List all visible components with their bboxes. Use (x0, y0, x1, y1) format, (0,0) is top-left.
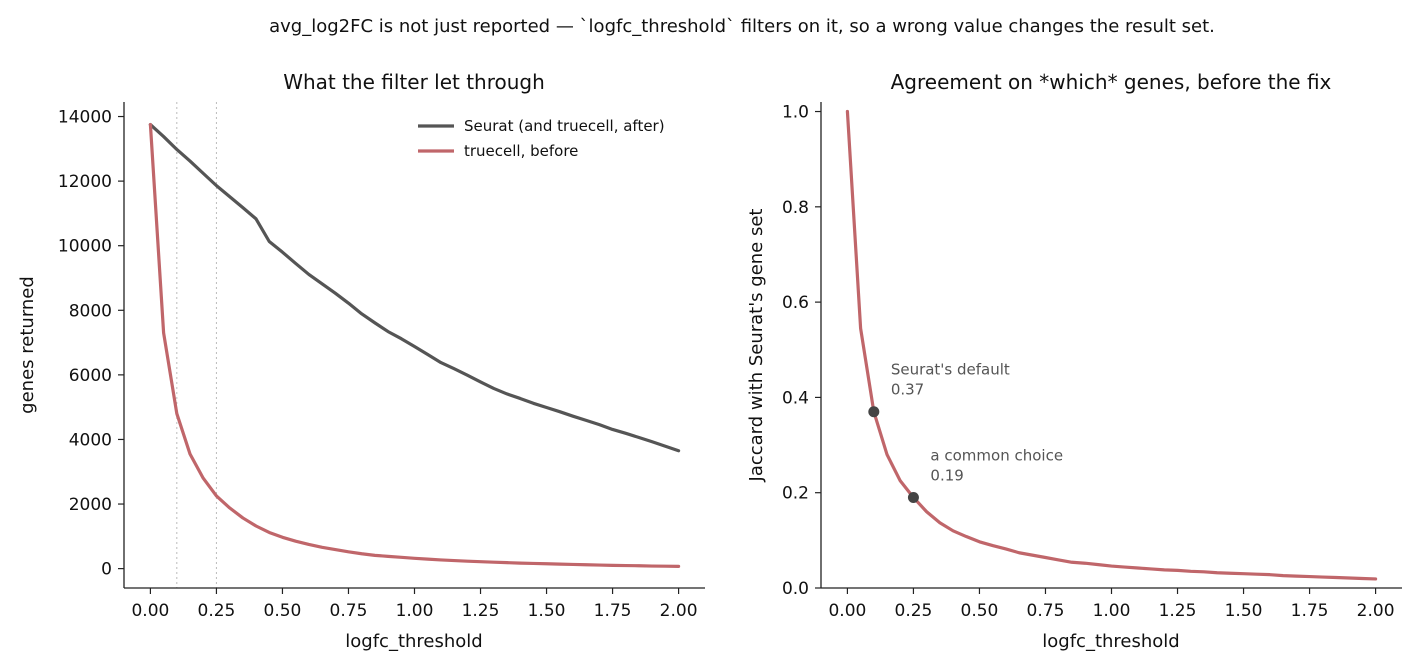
left-x-tick-label: 0.50 (264, 601, 302, 621)
left-y-tick-label: 0 (101, 560, 112, 580)
left-x-tick-label: 1.75 (594, 601, 632, 621)
right-annotated-point (868, 406, 880, 418)
right-y-axis-label: Jaccard with Seurat's gene set (746, 209, 767, 483)
left-y-axis-label: genes returned (17, 276, 38, 414)
right-annotated-point (907, 491, 919, 503)
right-y-tick-label: 0.8 (782, 198, 809, 218)
right-y-tick-label: 0.4 (782, 388, 809, 408)
left-reference-lines (176, 102, 217, 588)
right-y-tick-label: 0.2 (782, 484, 809, 504)
figure-suptitle: avg_log2FC is not just reported — `logfc… (269, 16, 1215, 37)
right-y-tick-label: 0.0 (782, 579, 809, 599)
right-x-tick-label: 0.50 (961, 601, 999, 621)
right-x-tick-label: 1.25 (1159, 601, 1197, 621)
right-x-tick-label: 0.75 (1027, 601, 1065, 621)
left-y-tick-label: 2000 (69, 495, 112, 515)
right-series-lines (845, 109, 1378, 581)
legend-label-2: truecell, before (464, 142, 578, 160)
left-chart-panel: What the filter let through 0.00 0.25 0.50… (17, 70, 705, 652)
left-x-tick-label: 1.25 (462, 601, 500, 621)
left-series-lines (148, 123, 681, 568)
right-x-tick-label: 1.00 (1093, 601, 1131, 621)
left-y-tick-label: 14000 (58, 108, 112, 128)
right-y-tick-label: 0.6 (782, 293, 809, 313)
left-x-axis-label: logfc_threshold (345, 631, 482, 652)
legend-label-1: Seurat (and truecell, after) (464, 117, 665, 135)
left-x-tick-label: 2.00 (660, 601, 698, 621)
point-annotation-value: 0.19 (930, 466, 963, 484)
left-y-ticks: 0 2000 4000 6000 8000 10000 12000 14000 (58, 108, 124, 580)
left-x-ticks: 0.00 0.25 0.50 0.75 1.00 1.25 1.50 1.75 2.00 (131, 588, 698, 621)
right-x-tick-label: 2.00 (1357, 601, 1395, 621)
point-annotation-label: Seurat's default (891, 361, 1010, 379)
left-series-line-2 (148, 123, 681, 568)
left-x-tick-label: 1.50 (528, 601, 566, 621)
right-x-axis-label: logfc_threshold (1042, 631, 1179, 652)
left-x-tick-label: 0.00 (131, 601, 169, 621)
right-chart-panel: Agreement on *which* genes, before the f… (746, 70, 1402, 652)
right-x-ticks: 0.00 0.25 0.50 0.75 1.00 1.25 1.50 1.75 2.00 (828, 588, 1395, 621)
right-y-tick-label: 1.0 (782, 103, 809, 123)
right-x-tick-label: 0.00 (828, 601, 866, 621)
left-legend: Seurat (and truecell, after) truecell, be… (418, 117, 665, 160)
left-y-tick-label: 6000 (69, 366, 112, 386)
right-x-tick-label: 1.50 (1225, 601, 1263, 621)
right-annotated-points: Seurat's default 0.37 a common choice 0.19 (868, 361, 1063, 503)
right-chart-title: Agreement on *which* genes, before the f… (891, 70, 1332, 94)
left-series-line-1 (148, 123, 681, 453)
right-x-tick-label: 0.25 (895, 601, 933, 621)
right-axes (820, 102, 1402, 589)
right-y-ticks: 0.0 0.2 0.4 0.6 0.8 1.0 (782, 103, 821, 599)
left-chart-title: What the filter let through (283, 70, 545, 94)
point-annotation-value: 0.37 (891, 381, 924, 399)
left-y-tick-label: 4000 (69, 430, 112, 450)
right-series-line-1 (845, 109, 1378, 581)
left-y-tick-label: 10000 (58, 237, 112, 257)
point-annotation-label: a common choice (930, 446, 1063, 464)
left-x-tick-label: 1.00 (396, 601, 434, 621)
right-x-tick-label: 1.75 (1291, 601, 1329, 621)
left-x-tick-label: 0.25 (198, 601, 236, 621)
left-y-tick-label: 8000 (69, 301, 112, 321)
left-x-tick-label: 0.75 (330, 601, 368, 621)
left-y-tick-label: 12000 (58, 172, 112, 192)
